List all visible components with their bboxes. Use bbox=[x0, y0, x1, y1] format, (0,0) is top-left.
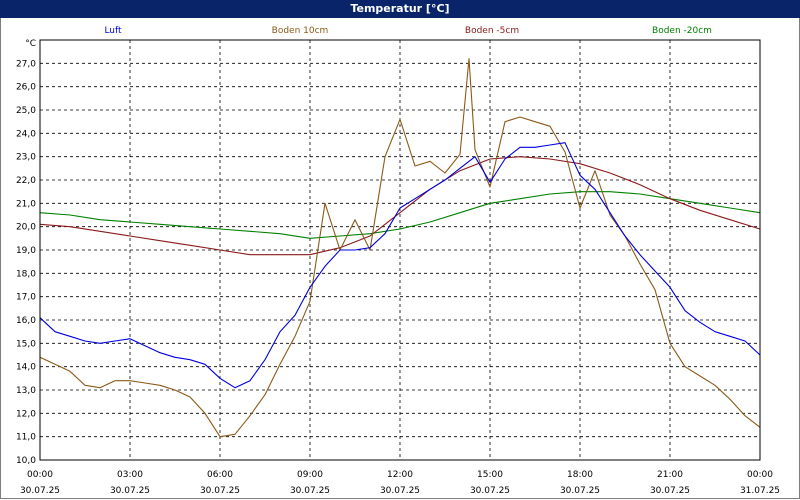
y-tick-label: 25,0 bbox=[16, 106, 36, 116]
x-tick-date: 30.07.25 bbox=[110, 486, 150, 496]
y-tick-label: 24,0 bbox=[16, 129, 36, 139]
y-tick-label: 10,0 bbox=[16, 456, 36, 466]
x-tick-date: 30.07.25 bbox=[470, 486, 510, 496]
y-tick-label: 12,0 bbox=[16, 409, 36, 419]
x-tick-time: 15:00 bbox=[477, 470, 503, 480]
y-tick-label: 13,0 bbox=[16, 386, 36, 396]
legend-item: Boden 10cm bbox=[272, 26, 329, 36]
series-line-boden-20cm bbox=[39, 191, 761, 239]
legend-item: Boden -5cm bbox=[465, 26, 519, 36]
series-line-boden-5cm bbox=[39, 156, 761, 256]
y-tick-label: 23,0 bbox=[16, 153, 36, 163]
y-tick-label: 15,0 bbox=[16, 339, 36, 349]
series-line-luft bbox=[39, 142, 761, 389]
legend-item: Boden -20cm bbox=[652, 26, 712, 36]
x-tick-time: 00:00 bbox=[27, 470, 53, 480]
x-tick-date: 30.07.25 bbox=[560, 486, 600, 496]
y-tick-label: 11,0 bbox=[16, 433, 36, 443]
series-line-boden-10cm bbox=[39, 58, 761, 438]
y-tick-label: 17,0 bbox=[16, 293, 36, 303]
y-tick-label: 18,0 bbox=[16, 269, 36, 279]
legend-item: Luft bbox=[104, 26, 122, 36]
x-tick-time: 18:00 bbox=[567, 470, 593, 480]
plot-area-border bbox=[39, 39, 761, 461]
y-tick-label: 20,0 bbox=[16, 223, 36, 233]
chart-window-title: Temperatur [°C] bbox=[0, 0, 800, 18]
y-tick-label: 27,0 bbox=[16, 59, 36, 69]
x-tick-date: 30.07.25 bbox=[290, 486, 330, 496]
y-tick-label: 22,0 bbox=[16, 176, 36, 186]
axes: 10,0 11,0 12,0 13,0 14,0 15,0 16,0 17,0 18,0 19,0… bbox=[16, 39, 780, 496]
y-tick-label: 26,0 bbox=[16, 83, 36, 93]
x-tick-date: 30.07.25 bbox=[20, 486, 60, 496]
y-tick-label: 14,0 bbox=[16, 363, 36, 373]
x-tick-time: 03:00 bbox=[117, 470, 143, 480]
x-tick-time: 12:00 bbox=[387, 470, 413, 480]
series-lines bbox=[39, 58, 761, 438]
x-tick-date: 30.07.25 bbox=[380, 486, 420, 496]
y-tick-label: 21,0 bbox=[16, 199, 36, 209]
y-tick-label: 19,0 bbox=[16, 246, 36, 256]
x-tick-date: 30.07.25 bbox=[650, 486, 690, 496]
x-tick-time: 00:00 bbox=[747, 470, 773, 480]
x-tick-time: 06:00 bbox=[207, 470, 233, 480]
y-tick-label: 16,0 bbox=[16, 316, 36, 326]
x-tick-time: 21:00 bbox=[657, 470, 683, 480]
y-axis-label: °C bbox=[25, 39, 36, 49]
x-tick-date: 31.07.25 bbox=[740, 486, 780, 496]
legend: Luft Boden 10cm Boden -5cm Boden -20cm bbox=[104, 26, 712, 36]
grid-lines bbox=[40, 40, 760, 460]
x-tick-date: 30.07.25 bbox=[200, 486, 240, 496]
x-tick-time: 09:00 bbox=[297, 470, 323, 480]
